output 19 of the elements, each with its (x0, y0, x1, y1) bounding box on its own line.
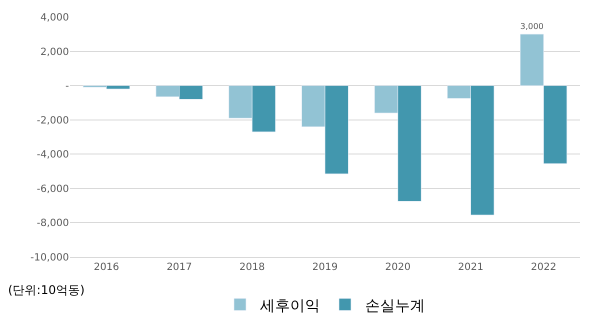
legend-label: 손실누계 (365, 296, 425, 314)
y-tick-label: -10,000 (30, 252, 69, 264)
y-tick-label: -8,000 (36, 218, 69, 230)
y-tick-label: - (65, 81, 70, 92)
y-tick-label: 2,000 (40, 46, 69, 58)
x-tick-label: 2017 (166, 262, 192, 273)
x-tick-label: 2020 (385, 262, 411, 273)
data-label: 3,000 (520, 20, 544, 31)
y-tick-label: -4,000 (36, 150, 69, 161)
text: (단위:10억동) (8, 283, 85, 297)
y-tick-label: -2,000 (36, 115, 69, 126)
x-tick-label: 2022 (530, 262, 556, 273)
x-tick-label: 2021 (458, 262, 484, 273)
x-tick-label: 2016 (94, 262, 120, 273)
y-tick-label: 4,000 (40, 12, 69, 24)
x-tick-label: 2019 (312, 262, 338, 273)
legend-label: 세후이익 (260, 296, 320, 314)
x-tick-label: 2018 (239, 262, 265, 273)
y-tick-label: -6,000 (36, 184, 69, 195)
